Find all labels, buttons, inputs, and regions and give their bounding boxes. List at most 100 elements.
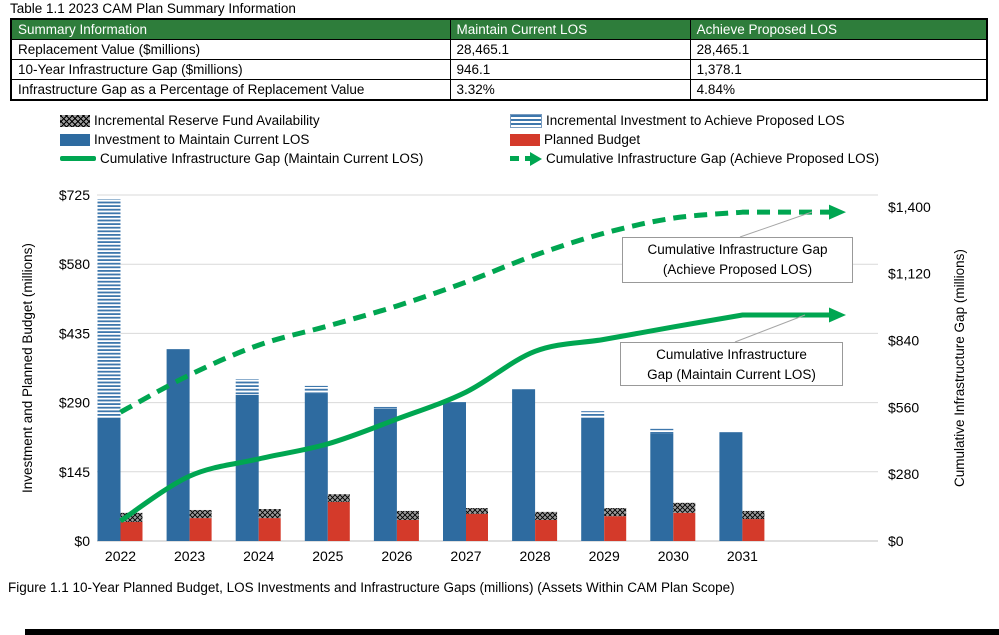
bar-reserve-fund-2023 [189,509,212,519]
left-axis-tick-label: $580 [59,256,90,272]
bar-planned-budget-2024 [258,518,281,541]
bar-maintain-investment-2025 [304,393,328,541]
right-axis-tick-label: $1,120 [888,266,931,282]
bar-incremental-investment-2025 [304,385,328,394]
bar-reserve-fund-2031 [742,510,765,520]
bar-planned-budget-2031 [742,519,765,541]
bar-maintain-investment-2031 [719,432,743,541]
blue-swatch-icon [60,133,90,146]
bar-planned-budget-2028 [535,520,558,541]
leader-line-achieve [739,211,813,238]
legend-item-reserve-fund: Incremental Reserve Fund Availability [60,111,510,130]
x-axis-tick-label: 2028 [520,548,551,564]
bar-planned-budget-2025 [327,501,350,541]
callout-maintain-current-los: Cumulative Infrastructure Gap (Maintain … [620,342,843,386]
legend-label: Cumulative Infrastructure Gap (Achieve P… [546,151,880,166]
bar-planned-budget-2029 [604,516,627,541]
bar-incremental-investment-2029 [581,411,605,418]
x-axis-tick-label: 2031 [727,548,758,564]
legend-label: Incremental Investment to Achieve Propos… [546,113,845,128]
left-axis-tick-label: $0 [74,533,90,549]
callout-text-line1: Cumulative Infrastructure Gap [647,242,828,257]
solid-line-swatch-icon [60,156,96,161]
legend-label: Investment to Maintain Current LOS [94,132,310,147]
row-label: 10-Year Infrastructure Gap ($millions) [10,59,451,80]
left-axis-tick-label: $145 [59,464,90,480]
bar-maintain-investment-2022 [97,417,121,541]
red-swatch-icon [510,133,540,146]
cell-maintain: 946.1 [449,59,691,80]
bar-planned-budget-2023 [189,518,212,541]
bar-incremental-investment-2022 [97,199,121,418]
x-axis-tick-label: 2027 [450,548,481,564]
arrowhead-achieve-icon [829,204,846,220]
summary-table: Summary Information Maintain Current LOS… [10,18,988,101]
right-axis-tick-label: $0 [888,533,904,549]
line-cumulative-gap-maintain [119,312,829,524]
cell-maintain: 3.32% [449,79,691,101]
bar-planned-budget-2030 [673,512,696,541]
arrowhead-maintain-icon [829,307,846,323]
x-axis-tick-label: 2026 [381,548,412,564]
legend-item-planned-budget: Planned Budget [510,130,879,149]
bar-maintain-investment-2029 [581,417,605,541]
bar-maintain-investment-2028 [512,389,536,541]
bar-incremental-investment-2030 [650,428,674,434]
callout-text-line2: Gap (Maintain Current LOS) [647,367,816,382]
table-title: Table 1.1 2023 CAM Plan Summary Informat… [10,1,296,16]
right-axis-title: Cumulative Infrastructure Gap (millions) [952,249,967,487]
bar-planned-budget-2026 [396,520,419,541]
leader-line-maintain [734,314,806,343]
x-axis-tick-label: 2029 [589,548,620,564]
bar-reserve-fund-2029 [604,508,627,517]
right-axis-tick-label: $1,400 [888,199,931,215]
chart-legend: Incremental Reserve Fund Availability In… [60,111,879,168]
table-row: 10-Year Infrastructure Gap ($millions) 9… [10,59,988,80]
callout-text-line2: (Achieve Proposed LOS) [662,262,813,277]
bar-maintain-investment-2030 [650,433,674,541]
line-cumulative-gap-achieve [119,209,829,415]
legend-item-incremental-investment: Incremental Investment to Achieve Propos… [510,111,879,130]
figure-caption: Figure 1.1 10-Year Planned Budget, LOS I… [8,580,735,595]
x-axis-tick-label: 2025 [312,548,343,564]
bar-incremental-investment-2026 [373,406,397,409]
crosshatch-swatch-icon [60,114,90,127]
right-axis-tick-label: $840 [888,333,919,349]
x-axis-tick-label: 2022 [105,548,136,564]
bar-reserve-fund-2022 [120,512,143,522]
bar-reserve-fund-2026 [396,510,419,521]
bar-planned-budget-2022 [120,521,143,541]
bar-reserve-fund-2027 [466,508,488,514]
cell-achieve: 1,378.1 [689,59,988,80]
bar-reserve-fund-2028 [535,511,558,521]
callout-text-line1: Cumulative Infrastructure [656,347,807,362]
legend-label: Incremental Reserve Fund Availability [94,113,320,128]
callout-achieve-proposed-los: Cumulative Infrastructure Gap (Achieve P… [622,237,853,283]
bar-planned-budget-2027 [466,513,488,541]
bar-maintain-investment-2024 [235,394,259,541]
page-bottom-rule [25,629,999,635]
legend-label: Planned Budget [544,132,641,147]
bar-reserve-fund-2025 [327,494,350,502]
legend-item-gap-maintain: Cumulative Infrastructure Gap (Maintain … [60,149,510,168]
left-axis-title: Investment and Planned Budget (millions) [20,243,35,493]
table-header-row: Summary Information Maintain Current LOS… [10,18,988,40]
bar-maintain-investment-2023 [166,349,190,541]
right-axis-tick-label: $560 [888,399,919,415]
left-axis-tick-label: $290 [59,395,90,411]
right-axis-tick-label: $280 [888,466,919,482]
left-axis-tick-label: $435 [59,325,90,341]
bar-reserve-fund-2030 [673,502,696,513]
left-axis-tick-label: $725 [59,187,90,203]
legend-item-maintain-investment: Investment to Maintain Current LOS [60,130,510,149]
bar-reserve-fund-2024 [258,509,281,519]
table-row: Infrastructure Gap as a Percentage of Re… [10,79,988,101]
bar-incremental-investment-2024 [235,379,259,395]
dashed-arrow-swatch-icon [510,151,542,166]
x-axis-tick-label: 2024 [243,548,274,564]
cell-achieve: 4.84% [689,79,988,101]
legend-item-gap-achieve: Cumulative Infrastructure Gap (Achieve P… [510,149,879,168]
row-label: Infrastructure Gap as a Percentage of Re… [10,79,451,101]
